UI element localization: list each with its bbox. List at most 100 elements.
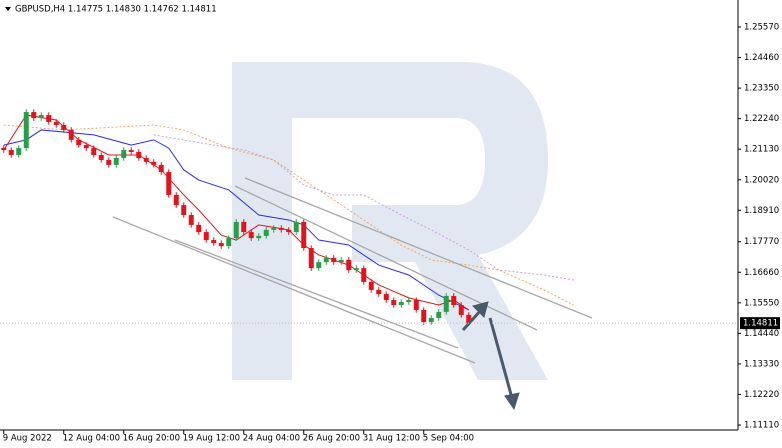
candle-body xyxy=(338,259,344,263)
x-tick-label: 26 Aug 20:00 xyxy=(303,434,360,444)
x-tick-label: 31 Aug 12:00 xyxy=(363,434,420,444)
y-tick-label: 1.25570 xyxy=(744,22,779,32)
candle-body xyxy=(361,268,367,282)
candle-body xyxy=(68,129,74,140)
candle-body xyxy=(173,194,179,206)
trendline xyxy=(174,239,459,349)
forecast-arrows xyxy=(461,301,520,411)
indicator-line xyxy=(3,129,469,311)
candle-body xyxy=(226,238,232,247)
candle-body xyxy=(136,151,142,159)
trendline xyxy=(244,177,593,319)
current-price-label: 1.14811 xyxy=(743,319,778,329)
candle-body xyxy=(91,148,97,155)
current-price-box xyxy=(740,317,780,330)
candle-body xyxy=(271,227,277,230)
y-tick-label: 1.22240 xyxy=(744,114,779,124)
y-tick-label: 1.12220 xyxy=(744,390,779,400)
candle-body xyxy=(391,300,397,306)
candle-body xyxy=(188,215,194,225)
candle-body xyxy=(203,232,209,241)
y-tick-label: 1.24460 xyxy=(744,53,779,63)
arrow-head xyxy=(504,392,520,411)
arrow-head xyxy=(472,301,489,318)
candle-body xyxy=(128,150,134,152)
y-tick-label: 1.13330 xyxy=(744,359,779,369)
candle-body xyxy=(331,257,337,263)
candle-body xyxy=(346,259,352,271)
plot xyxy=(1,109,574,326)
y-tick-label: 1.18910 xyxy=(744,206,779,216)
candle-body xyxy=(428,317,434,323)
candle-body xyxy=(16,148,22,155)
candle-body xyxy=(286,229,292,233)
x-tick-label: 19 Aug 12:00 xyxy=(183,434,240,444)
watermark-stem xyxy=(232,62,292,380)
candle-body xyxy=(196,224,202,233)
candle-body xyxy=(293,221,299,233)
candle-body xyxy=(53,121,59,125)
y-tick-label: 1.14440 xyxy=(744,329,779,339)
candle-body xyxy=(241,221,247,233)
candle-body xyxy=(151,161,157,165)
candle-body xyxy=(301,221,307,249)
candle-body xyxy=(413,300,419,310)
candle-body xyxy=(398,301,404,306)
chart-title: GBPUSD,H4 1.14775 1.14830 1.14762 1.1481… xyxy=(15,5,217,15)
candle-body xyxy=(368,281,374,290)
y-tick-label: 1.20020 xyxy=(744,175,779,185)
candle-body xyxy=(121,150,127,159)
x-tick-label: 16 Aug 20:00 xyxy=(123,434,180,444)
y-tick-label: 1.16660 xyxy=(744,268,779,278)
x-tick-label: 5 Sep 04:00 xyxy=(423,434,474,444)
candle-body xyxy=(211,240,217,244)
candle-body xyxy=(248,232,254,239)
candle-body xyxy=(458,305,464,315)
candle-body xyxy=(233,221,239,239)
candle-body xyxy=(353,268,359,271)
candle-body xyxy=(323,257,329,263)
watermark xyxy=(232,62,548,380)
candle-body xyxy=(466,314,472,324)
candle-body xyxy=(61,124,67,130)
indicator-line xyxy=(3,124,574,306)
y-tick-label: 1.17770 xyxy=(744,237,779,247)
candle-body xyxy=(443,295,449,312)
trendline xyxy=(112,216,476,364)
candle-body xyxy=(106,159,112,165)
candle-body xyxy=(31,112,37,119)
candle-body xyxy=(83,145,89,149)
candle-body xyxy=(383,294,389,301)
candle-body xyxy=(256,235,262,239)
candle-body xyxy=(451,295,457,306)
candle-body xyxy=(166,172,172,195)
candle-body xyxy=(38,115,44,119)
candle-body xyxy=(23,112,29,149)
y-tick-label: 1.15550 xyxy=(744,298,779,308)
candle-body xyxy=(46,115,52,122)
candle-body xyxy=(308,248,314,269)
candle-body xyxy=(421,309,427,323)
x-tick-label: 24 Aug 04:00 xyxy=(243,434,300,444)
x-tick-label: 9 Aug 2022 xyxy=(3,434,52,444)
candle-body xyxy=(263,229,269,236)
symbol-menu-icon xyxy=(5,7,11,11)
candle-body xyxy=(76,139,82,146)
candle-body xyxy=(278,227,284,230)
candle-body xyxy=(376,289,382,295)
candle-body xyxy=(181,205,187,215)
arrow-down xyxy=(488,317,514,399)
candle-body xyxy=(436,311,442,318)
y-tick-label: 1.11110 xyxy=(744,421,779,431)
candle-body xyxy=(218,243,224,247)
candle-body xyxy=(98,154,104,160)
candle-body xyxy=(1,147,7,151)
y-tick-label: 1.23350 xyxy=(744,84,779,94)
candle-body xyxy=(143,158,149,162)
candle-body xyxy=(158,164,164,173)
candle-body xyxy=(406,300,412,302)
y-tick-label: 1.21130 xyxy=(744,145,779,155)
candle-body xyxy=(8,150,14,155)
